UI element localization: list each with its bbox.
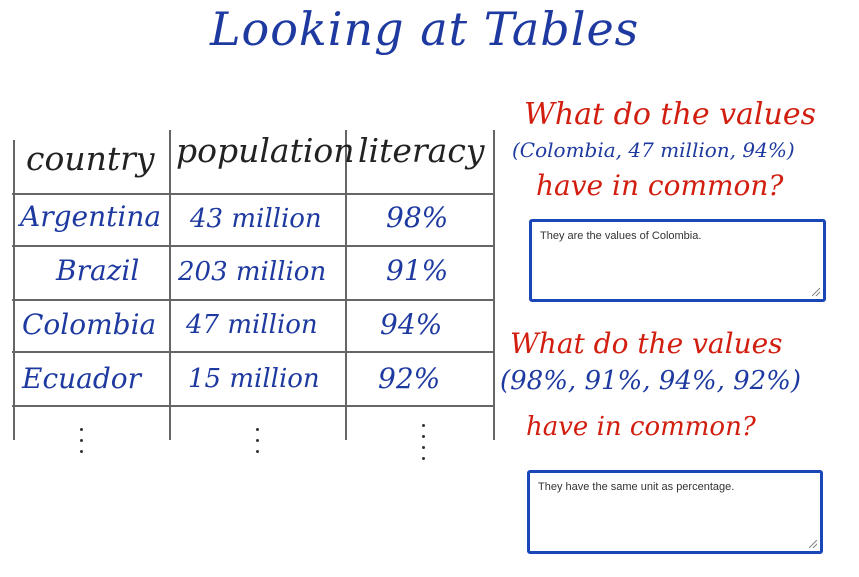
resize-handle-icon[interactable] (809, 540, 817, 548)
table-cell-literacy: 91% (386, 254, 449, 287)
table-cell-literacy: 98% (386, 201, 449, 234)
answer-2-textarea[interactable]: They have the same unit as percentage. (527, 470, 823, 554)
table-cell-literacy: 92% (378, 362, 441, 395)
resize-handle-icon[interactable] (812, 288, 820, 296)
answer-1-textarea[interactable]: They are the values of Colombia. (529, 219, 826, 302)
header-population: population (176, 131, 355, 170)
question-1-line-3: have in common? (536, 169, 784, 202)
page-title: Looking at Tables (210, 2, 640, 56)
question-1-line-2: (Colombia, 47 million, 94%) (512, 138, 795, 162)
table-cell-country: Colombia (22, 308, 157, 341)
table-cell-population: 203 million (178, 257, 327, 287)
question-2-line-3: have in common? (526, 412, 756, 442)
table-cell-population: 47 million (186, 310, 318, 340)
question-2-line-2: (98%, 91%, 94%, 92%) (500, 366, 802, 396)
table-cell-population: 43 million (190, 204, 322, 234)
question-1-line-1: What do the values (524, 97, 817, 132)
ellipsis-country (80, 428, 84, 453)
table-cell-literacy: 94% (380, 308, 443, 341)
table-cell-country: Argentina (20, 200, 162, 233)
ellipsis-population (256, 428, 260, 453)
table-cell-population: 15 million (188, 364, 320, 394)
table-cell-country: Ecuador (22, 362, 142, 395)
question-2-line-1: What do the values (510, 327, 783, 360)
answer-2-text: They have the same unit as percentage. (538, 481, 735, 493)
ellipsis-literacy (422, 424, 426, 460)
header-literacy: literacy (358, 131, 485, 170)
header-country: country (26, 139, 155, 178)
table-cell-country: Brazil (56, 254, 140, 287)
answer-1-text: They are the values of Colombia. (540, 230, 702, 242)
